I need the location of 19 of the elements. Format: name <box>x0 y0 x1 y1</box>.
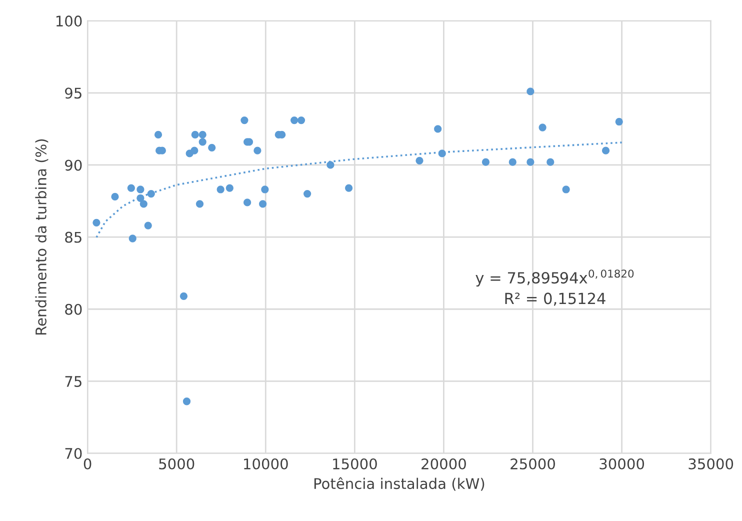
y-tick-label: 95 <box>65 88 82 99</box>
x-tick-label: 0 <box>84 458 92 470</box>
x-tick-label: 5000 <box>159 458 194 470</box>
y-tick-label: 100 <box>56 16 82 27</box>
x-tick-label: 10000 <box>244 458 288 470</box>
y-tick-label: 85 <box>65 232 82 243</box>
y-tick-label: 90 <box>65 160 82 171</box>
x-tick-label: 25000 <box>510 458 555 470</box>
x-tick-label: 30000 <box>600 458 644 470</box>
x-tick-label: 15000 <box>333 458 377 470</box>
y-tick-label: 70 <box>65 448 82 460</box>
annotation: R² = 0,15124 <box>505 292 606 306</box>
x-tick-label: 35000 <box>688 458 734 470</box>
y-axis-title: Rendimento da turbina (%) <box>35 139 48 335</box>
x-tick-label: 20000 <box>422 458 466 470</box>
x-axis-title: Potência instalada (kW) <box>314 477 484 491</box>
annotation: y = 75,89594x$^{0,01820}$ <box>476 270 634 287</box>
y-tick-label: 80 <box>65 304 82 315</box>
y-tick-label: 75 <box>65 376 82 387</box>
